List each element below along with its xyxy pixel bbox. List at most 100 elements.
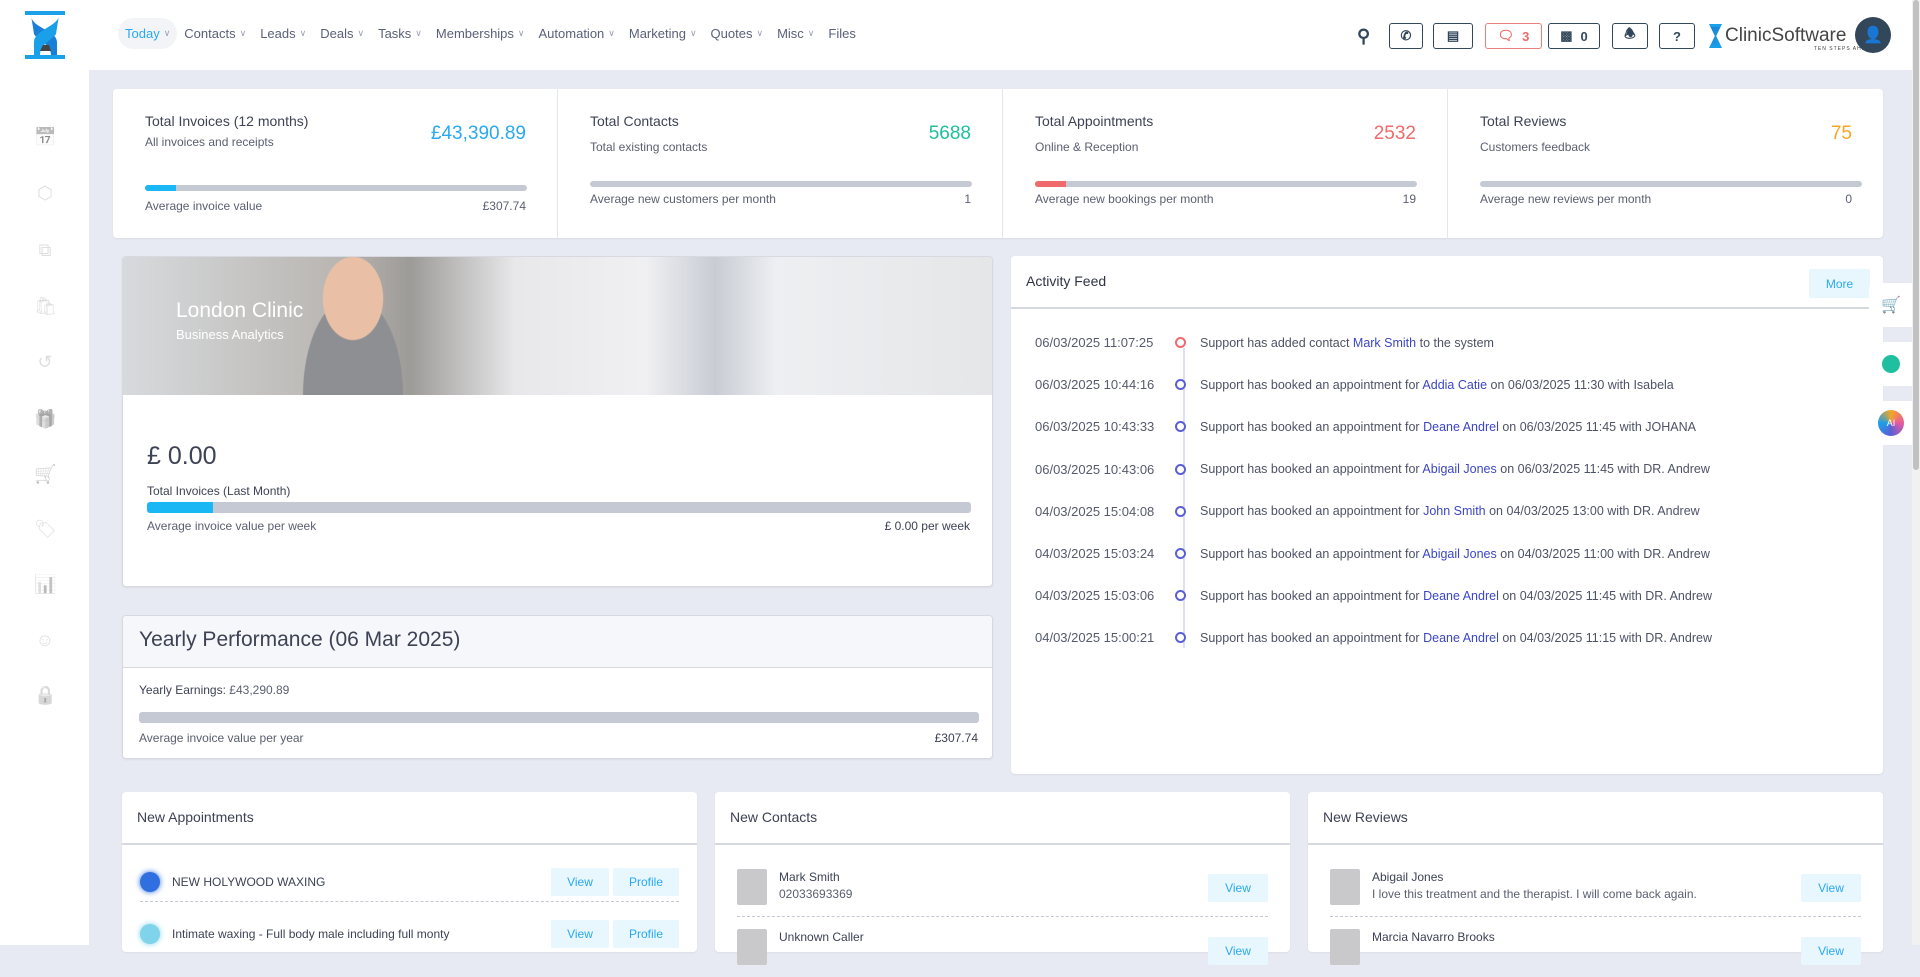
stat-progress-fill (1035, 181, 1066, 187)
more-button[interactable]: More (1809, 269, 1870, 298)
nav-marketing[interactable]: Marketing ∨ (622, 18, 704, 49)
activity-text: Support has booked an appointment for Ab… (1200, 547, 1710, 561)
activity-contact-link[interactable]: Deane Andrel (1423, 630, 1499, 645)
stat-progress-fill (145, 185, 176, 191)
item-name[interactable]: Unknown Caller (779, 930, 864, 944)
whatsapp-float-button[interactable] (1869, 342, 1913, 386)
view-button[interactable]: View (1208, 937, 1268, 965)
item-name[interactable]: Abigail Jones (1372, 870, 1444, 884)
scrollbar-thumb[interactable] (1913, 0, 1919, 470)
timeline-dot-icon (1175, 548, 1186, 559)
profile-button[interactable]: Profile (613, 868, 679, 896)
activity-time: 06/03/2025 10:43:33 (1035, 419, 1155, 435)
profile-button[interactable]: Profile (613, 920, 679, 948)
copy-icon[interactable]: ⧉ (38, 240, 52, 260)
view-button[interactable]: View (1208, 874, 1268, 902)
activity-contact-link[interactable]: Mark Smith (1352, 335, 1417, 350)
activity-text: Support has booked an appointment for De… (1200, 631, 1712, 645)
stat-footer-value: 1 (964, 192, 971, 206)
item-name[interactable]: Marcia Navarro Brooks (1372, 930, 1495, 944)
chevron-down-icon: ∨ (756, 28, 764, 38)
user-avatar[interactable]: 👤 (1855, 17, 1891, 53)
shop-float-button[interactable]: 🛒 (1869, 283, 1913, 327)
chevron-down-icon: ∨ (415, 28, 422, 38)
last-month-amount: £ 0.00 (147, 442, 217, 470)
stat-subtitle: Online & Reception (1035, 140, 1139, 154)
ticket-icon[interactable]: 🏷 (34, 519, 57, 539)
store-icon: ▩ (1560, 28, 1573, 43)
activity-item: 06/03/2025 10:44:16 Support has booked an… (1035, 377, 1674, 392)
nav-quotes[interactable]: Quotes ∨ (704, 18, 771, 49)
stat-total-reviews: Total Reviews Customers feedback 75 Average… (1448, 89, 1883, 238)
nav-automation[interactable]: Automation ∨ (532, 18, 622, 49)
clinic-name: London Clinic (176, 299, 304, 322)
nav-contacts[interactable]: Contacts ∨ (177, 18, 253, 49)
notifications-button[interactable]: 🕭 (1612, 23, 1648, 49)
clinic-analytics-card: London Clinic Business Analytics £ 0.00 … (122, 256, 993, 587)
user-circle-icon[interactable]: ☺ (35, 630, 55, 650)
nav-deals[interactable]: Deals ∨ (313, 18, 371, 49)
basket-icon[interactable]: 🛍 (34, 296, 57, 316)
cart-icon[interactable]: 🛒 (34, 464, 57, 484)
review-item: Marcia Navarro Brooks View (1330, 927, 1861, 977)
scrollbar[interactable] (1912, 0, 1920, 945)
activity-text: Support has booked an appointment for Ad… (1200, 378, 1674, 392)
stat-title: Total Appointments (1035, 113, 1154, 129)
lock-icon[interactable]: 🔒 (34, 685, 57, 705)
calendar-icon[interactable]: 📅 (34, 127, 57, 147)
activity-post: on 06/03/2025 11:45 with JOHANA (1502, 419, 1696, 434)
nav-memberships[interactable]: Memberships ∨ (429, 18, 532, 49)
nav-label: Memberships (435, 26, 514, 41)
yearly-header: Yearly Performance (06 Mar 2025) (123, 616, 992, 668)
activity-pre: Support has booked an appointment for (1200, 419, 1420, 434)
activity-contact-link[interactable]: John Smith (1423, 504, 1486, 519)
nav-leads[interactable]: Leads ∨ (253, 18, 313, 49)
inbox-button[interactable]: ▤ (1433, 23, 1473, 49)
activity-contact-link[interactable]: Addia Catie (1422, 377, 1488, 392)
activity-contact-link[interactable]: Abigail Jones (1422, 546, 1497, 561)
activity-post: to the system (1419, 335, 1494, 350)
report-icon[interactable]: 📊 (34, 574, 57, 594)
activity-item: 04/03/2025 15:03:24 Support has booked an… (1035, 546, 1710, 561)
phone-button[interactable]: ✆ (1389, 23, 1423, 49)
stats-card: Total Invoices (12 months) All invoices a… (113, 89, 1883, 238)
clinicsoftware-logo[interactable]: .com ClinicSoftware TEN STEPS AHEAD (1709, 19, 1877, 52)
store-button[interactable]: ▩ 0 (1548, 23, 1600, 49)
history-icon[interactable]: ↺ (37, 352, 53, 372)
inbox-icon: ▤ (1446, 28, 1460, 43)
chat-button[interactable]: 🗨 3 (1485, 23, 1542, 49)
stat-value: £43,390.89 (430, 123, 526, 144)
ai-float-button[interactable]: AI (1869, 401, 1913, 445)
nav-files[interactable]: Files (821, 18, 862, 49)
view-button[interactable]: View (551, 920, 609, 948)
activity-pre: Support has booked an appointment for (1200, 588, 1420, 603)
cart-icon: 🛒 (1881, 297, 1901, 314)
activity-contact-link[interactable]: Deane Andrel (1423, 588, 1499, 603)
stat-footer-label: Average new bookings per month (1035, 192, 1214, 206)
view-button[interactable]: View (1801, 874, 1861, 902)
service-color-dot-icon (140, 924, 160, 944)
contact-avatar (737, 869, 767, 905)
chevron-down-icon: ∨ (357, 28, 365, 38)
search-icon[interactable]: ⚲ (1357, 26, 1371, 46)
nav-tasks[interactable]: Tasks ∨ (371, 18, 429, 49)
help-button[interactable]: ? (1659, 23, 1695, 49)
clinic-subtitle: Business Analytics (176, 327, 284, 342)
view-button[interactable]: View (1801, 937, 1861, 965)
app-logo[interactable] (22, 10, 68, 60)
nav-misc[interactable]: Misc ∨ (770, 18, 821, 49)
gift-icon[interactable]: 🎁 (34, 409, 57, 429)
activity-time: 06/03/2025 10:44:16 (1035, 377, 1155, 393)
activity-contact-link[interactable]: Abigail Jones (1422, 462, 1497, 477)
activity-pre: Support has booked an appointment for (1200, 630, 1420, 645)
activity-text: Support has booked an appointment for De… (1200, 420, 1696, 434)
view-button[interactable]: View (551, 868, 609, 896)
service-color-dot-icon (140, 872, 160, 892)
activity-pre: Support has booked an appointment for (1200, 504, 1420, 519)
item-name[interactable]: Mark Smith (779, 870, 840, 884)
box-icon[interactable]: ⬡ (37, 183, 53, 203)
activity-time: 04/03/2025 15:03:24 (1035, 546, 1155, 561)
chat-count: 3 (1522, 28, 1530, 44)
activity-contact-link[interactable]: Deane Andrel (1423, 419, 1499, 434)
nav-today[interactable]: Today ∨ (118, 18, 178, 49)
